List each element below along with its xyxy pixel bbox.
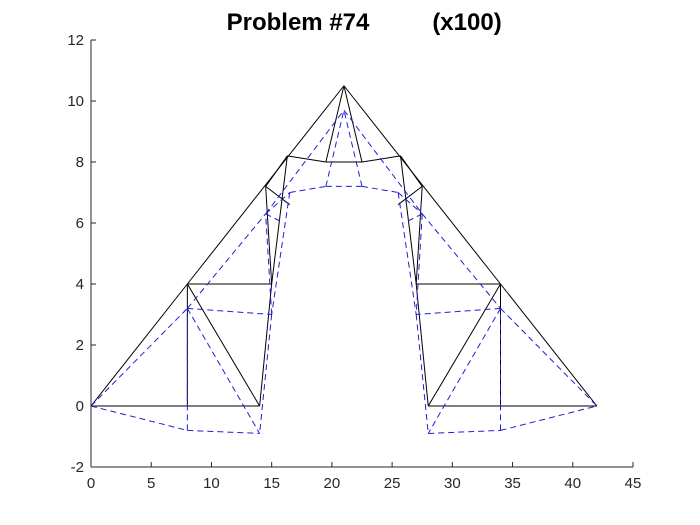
original-member-25 bbox=[400, 155, 417, 285]
deformed-member-21 bbox=[265, 213, 284, 224]
deformed-member-22 bbox=[289, 185, 326, 193]
deformed-member-17 bbox=[415, 314, 429, 434]
deformed-member-11 bbox=[186, 308, 261, 434]
deformed-member-9 bbox=[500, 405, 597, 431]
y-tick-label: 12 bbox=[67, 32, 84, 49]
deformed-member-13 bbox=[259, 314, 273, 434]
original-member-0 bbox=[90, 283, 188, 407]
original-member-9 bbox=[259, 283, 273, 407]
original-member-13 bbox=[415, 283, 429, 407]
deformed-member-12 bbox=[187, 307, 272, 315]
deformed-member-29 bbox=[397, 192, 417, 315]
y-tick-label: -2 bbox=[71, 459, 84, 476]
original-member-15 bbox=[265, 155, 288, 187]
chart-subtitle: (x100) bbox=[432, 9, 501, 36]
deformed-member-30 bbox=[403, 213, 423, 224]
original-member-23 bbox=[400, 155, 423, 187]
deformed-member-15 bbox=[427, 308, 501, 434]
deformed-truss bbox=[90, 109, 598, 434]
deformed-member-25 bbox=[343, 110, 363, 187]
original-member-1 bbox=[186, 85, 345, 285]
y-tick-label: 0 bbox=[76, 398, 84, 415]
deformed-member-5 bbox=[500, 308, 598, 407]
y-tick-label: 10 bbox=[67, 93, 84, 110]
deformed-member-16 bbox=[416, 307, 501, 315]
deformed-member-2 bbox=[265, 109, 345, 215]
deformed-member-1 bbox=[186, 213, 267, 309]
original-member-11 bbox=[427, 283, 501, 407]
deformed-member-6 bbox=[90, 405, 188, 431]
deformed-member-28 bbox=[415, 213, 423, 315]
x-tick-label: 5 bbox=[147, 475, 155, 492]
original-member-3 bbox=[500, 283, 598, 407]
x-tick-label: 35 bbox=[504, 475, 521, 492]
original-member-14 bbox=[265, 186, 273, 285]
y-tick-label: 2 bbox=[76, 337, 84, 354]
original-member-2 bbox=[343, 85, 501, 285]
chart-title: Problem #74 bbox=[227, 9, 370, 36]
original-member-17 bbox=[265, 186, 291, 206]
original-member-21 bbox=[343, 85, 363, 163]
original-member-7 bbox=[186, 283, 261, 407]
deformed-member-20 bbox=[271, 192, 291, 315]
plot-area bbox=[90, 85, 598, 434]
deformed-member-8 bbox=[428, 429, 501, 434]
original-member-19 bbox=[325, 85, 345, 163]
deformed-member-7 bbox=[187, 429, 260, 434]
original-member-26 bbox=[397, 186, 423, 206]
x-tick-label: 30 bbox=[444, 475, 461, 492]
deformed-member-26 bbox=[361, 185, 399, 193]
original-member-24 bbox=[415, 186, 423, 285]
x-tick-label: 45 bbox=[625, 475, 642, 492]
x-tick-label: 40 bbox=[564, 475, 581, 492]
y-tick-label: 6 bbox=[76, 215, 84, 232]
x-tick-label: 10 bbox=[203, 475, 220, 492]
y-tick-label: 4 bbox=[76, 276, 84, 293]
x-tick-label: 0 bbox=[87, 475, 95, 492]
deformed-member-27 bbox=[397, 192, 423, 215]
deformed-member-18 bbox=[265, 213, 273, 315]
deformed-member-0 bbox=[90, 308, 188, 407]
original-member-18 bbox=[287, 155, 326, 163]
deformed-member-19 bbox=[265, 192, 291, 215]
deformed-member-23 bbox=[325, 110, 345, 187]
deformed-member-3 bbox=[343, 109, 423, 215]
original-member-16 bbox=[271, 155, 288, 285]
y-tick-label: 8 bbox=[76, 154, 84, 171]
original-truss bbox=[90, 85, 598, 407]
deformed-member-4 bbox=[421, 213, 501, 309]
x-tick-label: 15 bbox=[263, 475, 280, 492]
x-tick-label: 25 bbox=[384, 475, 401, 492]
x-tick-label: 20 bbox=[324, 475, 341, 492]
